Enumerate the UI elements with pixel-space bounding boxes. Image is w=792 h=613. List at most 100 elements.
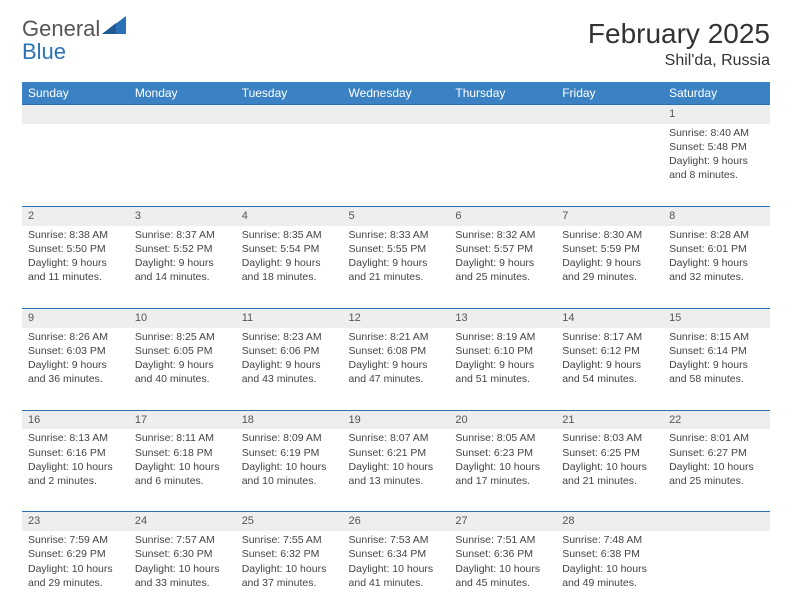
sun-info-line: Sunrise: 8:07 AM	[349, 431, 444, 445]
sun-info-line: Sunrise: 8:30 AM	[562, 228, 657, 242]
day-number: 4	[236, 206, 343, 225]
day-number	[129, 105, 236, 124]
day-cell: Sunrise: 7:57 AMSunset: 6:30 PMDaylight:…	[129, 531, 236, 613]
sun-info-line: Sunrise: 8:28 AM	[669, 228, 764, 242]
sun-info-line: Sunset: 5:52 PM	[135, 242, 230, 256]
sun-info-line: Daylight: 10 hours	[562, 460, 657, 474]
day-cell: Sunrise: 8:09 AMSunset: 6:19 PMDaylight:…	[236, 429, 343, 512]
day-cell	[556, 124, 663, 207]
day-number: 10	[129, 308, 236, 327]
sun-info-line: Daylight: 10 hours	[455, 562, 550, 576]
sun-info-line: Sunrise: 8:26 AM	[28, 330, 123, 344]
day-number: 28	[556, 512, 663, 531]
sun-info-line: Sunrise: 7:53 AM	[349, 533, 444, 547]
day-cell: Sunrise: 8:11 AMSunset: 6:18 PMDaylight:…	[129, 429, 236, 512]
day-number: 9	[22, 308, 129, 327]
sun-info-line: Daylight: 9 hours	[28, 256, 123, 270]
sun-info-line: Sunset: 6:23 PM	[455, 446, 550, 460]
sun-info-line: and 51 minutes.	[455, 372, 550, 386]
sun-info-line: Daylight: 9 hours	[349, 358, 444, 372]
day-cell: Sunrise: 8:01 AMSunset: 6:27 PMDaylight:…	[663, 429, 770, 512]
day-number: 27	[449, 512, 556, 531]
day-number	[663, 512, 770, 531]
sun-info-line: Sunset: 6:21 PM	[349, 446, 444, 460]
day-number: 13	[449, 308, 556, 327]
sun-info-line: Daylight: 10 hours	[562, 562, 657, 576]
day-number: 12	[343, 308, 450, 327]
day-number: 11	[236, 308, 343, 327]
brand-word1: General	[22, 16, 100, 41]
sun-info-line: Sunset: 6:08 PM	[349, 344, 444, 358]
sun-info-line: Daylight: 10 hours	[242, 460, 337, 474]
day-header: Tuesday	[236, 82, 343, 105]
day-cell: Sunrise: 8:30 AMSunset: 5:59 PMDaylight:…	[556, 226, 663, 309]
sun-info-line: and 8 minutes.	[669, 168, 764, 182]
sun-info-line: Sunrise: 8:33 AM	[349, 228, 444, 242]
sun-info-line: and 40 minutes.	[135, 372, 230, 386]
sun-info-line: Sunset: 6:01 PM	[669, 242, 764, 256]
sun-info-line: Sunset: 5:50 PM	[28, 242, 123, 256]
sun-info-line: Sunrise: 8:23 AM	[242, 330, 337, 344]
sun-info-line: Sunset: 6:12 PM	[562, 344, 657, 358]
sun-info-line: Daylight: 9 hours	[669, 154, 764, 168]
sun-info-line: Sunset: 6:19 PM	[242, 446, 337, 460]
sun-info-line: Daylight: 10 hours	[135, 460, 230, 474]
day-cell: Sunrise: 7:48 AMSunset: 6:38 PMDaylight:…	[556, 531, 663, 613]
day-cell: Sunrise: 7:53 AMSunset: 6:34 PMDaylight:…	[343, 531, 450, 613]
sun-info-line: Sunset: 5:59 PM	[562, 242, 657, 256]
brand-triangle-icon	[102, 16, 126, 36]
sun-info-line: Sunrise: 8:17 AM	[562, 330, 657, 344]
sun-info-line: Sunrise: 7:57 AM	[135, 533, 230, 547]
sun-info-line: and 11 minutes.	[28, 270, 123, 284]
location-text: Shil'da, Russia	[588, 52, 770, 70]
day-number: 23	[22, 512, 129, 531]
sun-info-line: and 54 minutes.	[562, 372, 657, 386]
day-header: Monday	[129, 82, 236, 105]
day-cell: Sunrise: 8:33 AMSunset: 5:55 PMDaylight:…	[343, 226, 450, 309]
sun-info-line: Sunrise: 7:59 AM	[28, 533, 123, 547]
day-header: Sunday	[22, 82, 129, 105]
sun-info-line: and 21 minutes.	[562, 474, 657, 488]
sun-info-line: Sunset: 6:29 PM	[28, 547, 123, 561]
day-cell	[129, 124, 236, 207]
sun-info-line: Sunrise: 8:21 AM	[349, 330, 444, 344]
day-header: Wednesday	[343, 82, 450, 105]
day-cell	[663, 531, 770, 613]
day-cell	[343, 124, 450, 207]
day-cell: Sunrise: 8:21 AMSunset: 6:08 PMDaylight:…	[343, 328, 450, 411]
sun-info-line: Sunrise: 7:55 AM	[242, 533, 337, 547]
day-number: 22	[663, 410, 770, 429]
sun-info-line: Daylight: 9 hours	[562, 256, 657, 270]
day-number: 24	[129, 512, 236, 531]
day-cell: Sunrise: 8:13 AMSunset: 6:16 PMDaylight:…	[22, 429, 129, 512]
day-cell	[236, 124, 343, 207]
sun-info-line: Daylight: 9 hours	[455, 358, 550, 372]
sun-calendar: SundayMondayTuesdayWednesdayThursdayFrid…	[22, 82, 770, 613]
day-cell: Sunrise: 8:35 AMSunset: 5:54 PMDaylight:…	[236, 226, 343, 309]
day-number: 26	[343, 512, 450, 531]
day-cell: Sunrise: 8:05 AMSunset: 6:23 PMDaylight:…	[449, 429, 556, 512]
sun-info-line: Sunrise: 8:05 AM	[455, 431, 550, 445]
sun-info-line: Sunrise: 8:03 AM	[562, 431, 657, 445]
sun-info-line: and 45 minutes.	[455, 576, 550, 590]
day-cell: Sunrise: 8:03 AMSunset: 6:25 PMDaylight:…	[556, 429, 663, 512]
sun-info-line: and 25 minutes.	[669, 474, 764, 488]
day-header: Saturday	[663, 82, 770, 105]
day-cell: Sunrise: 7:51 AMSunset: 6:36 PMDaylight:…	[449, 531, 556, 613]
day-cell: Sunrise: 8:23 AMSunset: 6:06 PMDaylight:…	[236, 328, 343, 411]
sun-info-line: Sunset: 6:16 PM	[28, 446, 123, 460]
day-number: 20	[449, 410, 556, 429]
day-cell: Sunrise: 8:19 AMSunset: 6:10 PMDaylight:…	[449, 328, 556, 411]
sun-info-line: Sunrise: 8:09 AM	[242, 431, 337, 445]
sun-info-line: Daylight: 9 hours	[28, 358, 123, 372]
sun-info-line: and 47 minutes.	[349, 372, 444, 386]
day-number	[449, 105, 556, 124]
sun-info-line: Sunset: 6:38 PM	[562, 547, 657, 561]
sun-info-line: Sunset: 5:55 PM	[349, 242, 444, 256]
sun-info-line: and 36 minutes.	[28, 372, 123, 386]
page-title: February 2025	[588, 18, 770, 50]
sun-info-line: Daylight: 10 hours	[135, 562, 230, 576]
sun-info-line: and 17 minutes.	[455, 474, 550, 488]
day-cell: Sunrise: 8:15 AMSunset: 6:14 PMDaylight:…	[663, 328, 770, 411]
sun-info-line: and 25 minutes.	[455, 270, 550, 284]
